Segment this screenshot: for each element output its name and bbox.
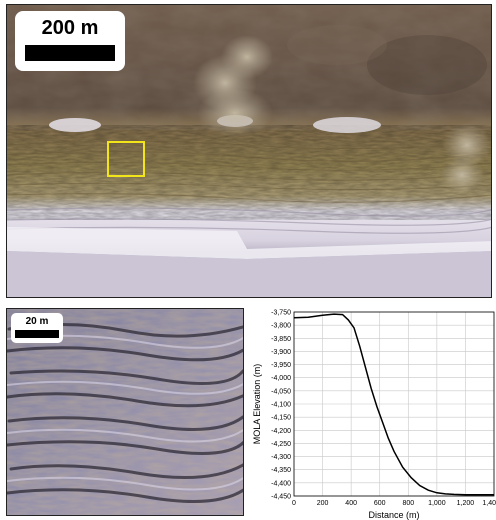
chart-grid <box>293 311 495 497</box>
y-tick-label: -4,150 <box>271 415 291 422</box>
x-tick-label: 800 <box>402 500 414 507</box>
x-tick-label: 0 <box>292 500 296 507</box>
y-tick-label: -4,100 <box>271 402 291 409</box>
detail-scale-bar-box: 20 m <box>11 313 63 343</box>
y-tick-label: -4,050 <box>271 388 291 395</box>
x-tick-label: 1,40 <box>482 500 496 507</box>
y-tick-label: -3,850 <box>271 336 291 343</box>
detail-image-panel: 20 m <box>6 308 244 516</box>
scale-label: 200 m <box>41 17 99 39</box>
elevation-profile-chart: -3,750 -3,800 -3,850 -3,900 -3,950 -4,000 -4,0… <box>250 300 496 520</box>
x-axis-ticks: 0 200 400 600 800 1,000 1,200 1,40 <box>292 500 496 507</box>
detail-scale-bar <box>15 330 59 338</box>
x-tick-label: 200 <box>317 500 329 507</box>
y-axis-label: MOLA Elevation (m) <box>252 364 262 445</box>
detail-image <box>7 309 243 515</box>
x-tick-label: 1,000 <box>428 500 446 507</box>
plot-frame <box>293 311 495 497</box>
detail-region-marker <box>107 141 145 177</box>
y-tick-label: -3,900 <box>271 349 291 356</box>
y-tick-label: -4,000 <box>271 375 291 382</box>
elevation-chart-svg: -3,750 -3,800 -3,850 -3,900 -3,950 -4,000 -4,0… <box>252 310 496 520</box>
y-tick-label: -4,450 <box>271 494 291 501</box>
y-tick-label: -4,200 <box>271 428 291 435</box>
elevation-series-line <box>293 313 494 496</box>
y-tick-label: -3,800 <box>271 323 291 330</box>
scale-bar-box: 200 m <box>15 11 125 71</box>
y-tick-label: -4,400 <box>271 480 291 487</box>
x-axis-label: Distance (m) <box>368 510 419 520</box>
x-tick-label: 400 <box>345 500 357 507</box>
y-tick-label: -4,300 <box>271 454 291 461</box>
y-tick-label: -3,750 <box>271 310 291 317</box>
x-tick-label: 600 <box>374 500 386 507</box>
overview-image <box>7 5 491 297</box>
scale-bar <box>25 45 115 61</box>
y-tick-label: -3,950 <box>271 362 291 369</box>
y-axis-ticks: -3,750 -3,800 -3,850 -3,900 -3,950 -4,000 -4,0… <box>271 310 291 501</box>
y-tick-label: -4,350 <box>271 467 291 474</box>
detail-scale-label: 20 m <box>25 316 49 327</box>
overview-image-panel: 200 m <box>6 4 492 298</box>
y-tick-label: -4,250 <box>271 441 291 448</box>
x-tick-label: 1,200 <box>457 500 475 507</box>
